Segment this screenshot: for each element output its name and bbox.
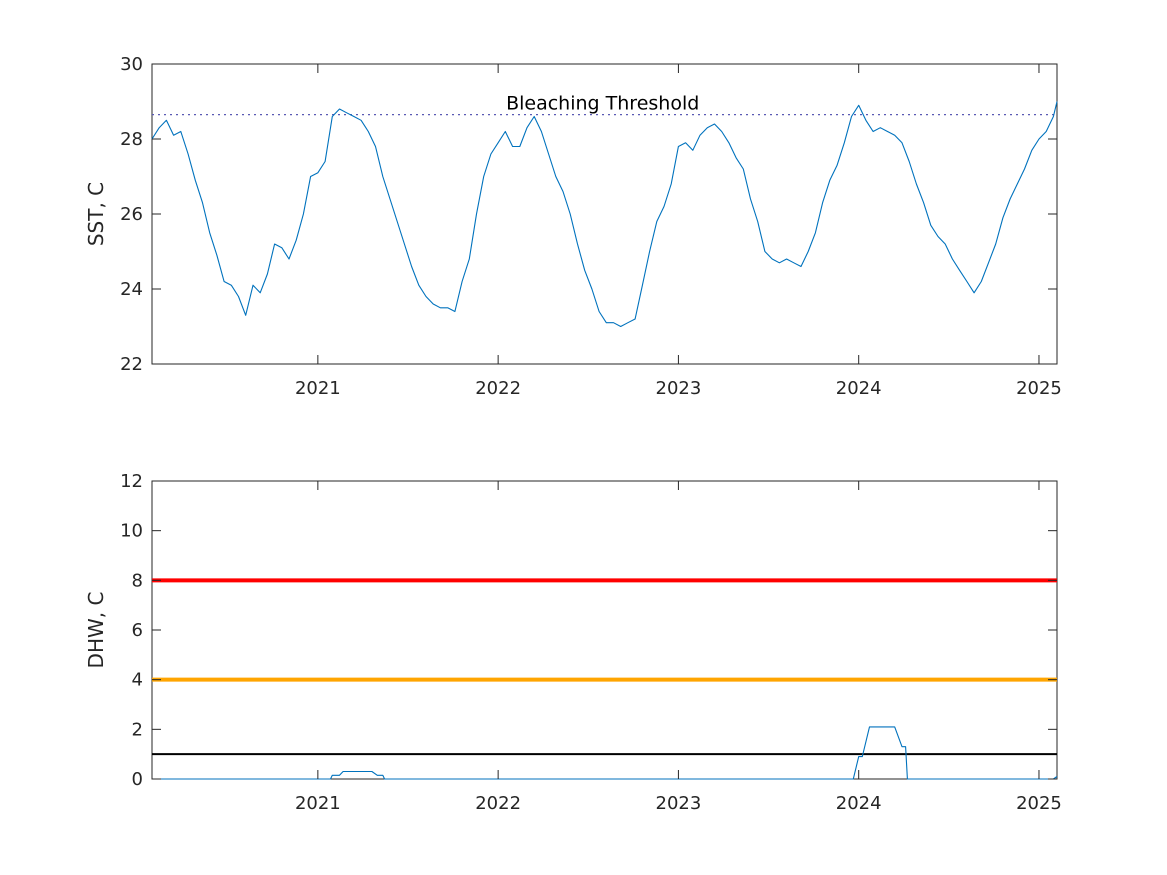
dhw-y-tick-label: 2 (132, 719, 143, 740)
sst-x-tick-label: 2023 (656, 378, 702, 399)
sst-x-tick-label: 2021 (295, 378, 341, 399)
dhw-axes-box (151, 480, 1058, 780)
dhw-y-axis: 0 2 4 6 8 10 12 (120, 471, 1057, 790)
sst-y-axis: 22 24 26 28 30 (120, 54, 1057, 375)
sst-y-tick-label: 24 (120, 279, 143, 300)
sst-x-axis: 2021 2022 2023 2024 2025 (295, 64, 1062, 399)
dhw-x-tick-label: 2025 (1016, 793, 1062, 814)
dhw-x-tick-label: 2021 (295, 793, 341, 814)
dhw-x-tick-label: 2023 (656, 793, 702, 814)
dhw-y-tick-label: 8 (132, 570, 143, 591)
dhw-y-tick-label: 4 (132, 670, 143, 691)
bleaching-threshold-label: Bleaching Threshold (506, 92, 699, 114)
dhw-y-tick-label: 0 (132, 769, 143, 790)
sst-x-tick-label: 2025 (1016, 378, 1062, 399)
dhw-y-tick-label: 12 (120, 471, 143, 492)
dhw-y-tick-label: 6 (132, 620, 143, 641)
sst-y-tick-label: 26 (120, 204, 143, 225)
dhw-panel: 2021 2022 2023 2024 2025 0 2 4 6 8 10 12 DHW, C (84, 471, 1062, 814)
dhw-series-line (152, 726, 1058, 780)
sst-series-line (151, 101, 1058, 328)
dhw-series (152, 726, 1058, 780)
dhw-y-axis-label: DHW, C (84, 592, 108, 669)
sst-x-tick-label: 2022 (475, 378, 521, 399)
sst-y-tick-label: 22 (120, 354, 143, 375)
dhw-y-tick-label: 10 (120, 521, 143, 542)
sst-series (151, 101, 1058, 328)
sst-x-tick-label: 2024 (836, 378, 882, 399)
dhw-x-tick-label: 2024 (836, 793, 882, 814)
dhw-x-tick-label: 2022 (475, 793, 521, 814)
dhw-x-axis: 2021 2022 2023 2024 2025 (295, 481, 1062, 814)
sst-panel: 2021 2022 2023 2024 2025 22 24 26 28 30 SST, C B… (84, 54, 1062, 399)
sst-y-tick-label: 28 (120, 129, 143, 150)
sst-y-tick-label: 30 (120, 54, 143, 75)
sst-y-axis-label: SST, C (84, 182, 108, 246)
